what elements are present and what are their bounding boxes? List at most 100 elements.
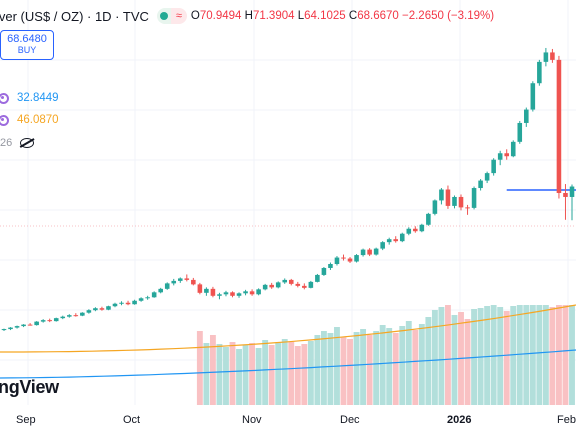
volume-bar — [542, 305, 549, 405]
candle — [256, 289, 261, 295]
volume-bar — [516, 305, 523, 405]
candle — [445, 189, 451, 206]
candle — [458, 196, 464, 208]
volume-bar — [549, 307, 556, 405]
approx-icon: ≈ — [170, 8, 187, 24]
tradingview-logo[interactable]: ngView — [0, 377, 59, 397]
volume-bar — [347, 339, 353, 405]
candle — [517, 122, 523, 142]
volume-bar — [562, 305, 569, 405]
candle — [465, 207, 470, 209]
candle — [399, 233, 405, 242]
candle — [119, 302, 124, 304]
candle — [524, 109, 529, 123]
candle — [99, 308, 105, 310]
candle — [145, 297, 150, 299]
candle — [569, 186, 575, 197]
volume-bar — [386, 328, 393, 405]
candle — [217, 294, 222, 296]
candle — [452, 196, 457, 206]
candle — [367, 249, 372, 255]
candle — [204, 288, 209, 293]
volume-bar — [510, 306, 517, 405]
x-axis-label: Oct — [123, 414, 141, 426]
volume-bar — [392, 333, 399, 405]
x-axis-label: 2026 — [447, 414, 472, 426]
volume-bar — [373, 331, 380, 405]
buy-label: BUY — [17, 45, 37, 55]
candle — [125, 302, 131, 305]
ohlc-values: O70.9494 H71.3904 L64.1025 C68.6670 −2.2… — [190, 10, 495, 22]
volume-bar — [281, 339, 288, 405]
candle — [171, 280, 177, 284]
candle — [491, 159, 496, 174]
eye-hidden-icon[interactable] — [20, 138, 35, 148]
candle — [386, 239, 392, 243]
candle — [243, 291, 248, 294]
candle — [40, 320, 46, 322]
candle — [138, 298, 144, 301]
volume-bar — [464, 319, 471, 405]
candle — [295, 283, 301, 286]
candle — [288, 279, 294, 284]
candle — [47, 320, 52, 322]
volume-bar — [556, 305, 562, 405]
volume-bar — [209, 335, 216, 405]
moving-average-fast — [0, 304, 576, 353]
status-pill[interactable]: ≈ — [156, 8, 187, 24]
volume-bar — [418, 324, 425, 405]
candle — [86, 310, 92, 313]
candle — [484, 173, 490, 181]
candle — [191, 279, 196, 285]
indicator-settings-icon[interactable] — [0, 92, 9, 104]
candle — [537, 61, 542, 84]
volume-bar — [229, 342, 236, 405]
candle — [497, 153, 503, 160]
volume-bar — [405, 321, 412, 405]
candle — [27, 324, 33, 326]
symbol-title[interactable]: lver (US$ / OZ) · 1D · TVC — [0, 8, 149, 24]
candle — [471, 188, 477, 208]
volume-bar — [294, 346, 301, 405]
volume-bar — [379, 325, 386, 405]
candle — [223, 292, 229, 295]
volume-bar — [268, 345, 275, 405]
volume-bar — [249, 343, 256, 405]
volume-bar — [340, 337, 347, 405]
volume-bar — [490, 305, 497, 405]
candle — [393, 239, 399, 242]
candle — [210, 288, 216, 296]
candle — [373, 248, 379, 255]
indicator-2[interactable]: 46.0870 — [0, 114, 59, 126]
indicator-2-value: 46.0870 — [17, 114, 59, 126]
volume-bar — [320, 331, 327, 405]
buy-price: 68.6480 — [7, 33, 47, 45]
x-axis-label: Feb — [557, 414, 576, 426]
volume-bar — [438, 307, 445, 405]
candle — [334, 257, 340, 265]
candle — [106, 306, 111, 310]
candle — [80, 312, 85, 316]
volume-profile — [196, 305, 575, 405]
candle — [380, 242, 385, 249]
candle — [73, 315, 79, 317]
candle — [249, 291, 255, 295]
volume-indicator[interactable]: 26 — [0, 137, 35, 149]
candle — [478, 180, 483, 189]
candle — [164, 283, 170, 289]
volume-bar — [307, 341, 314, 405]
volume-bar — [255, 348, 262, 405]
volume-bar — [536, 305, 543, 405]
buy-button[interactable]: 68.6480 BUY — [0, 30, 54, 60]
indicator-settings-icon[interactable] — [0, 114, 9, 126]
chart-legend-header: lver (US$ / OZ) · 1D · TVC ≈ O70.9494 H7… — [0, 6, 494, 26]
volume-bar — [484, 306, 491, 405]
candle — [550, 52, 555, 60]
volume-bar — [399, 326, 406, 405]
candle — [262, 284, 268, 290]
candle — [269, 284, 274, 288]
indicator-1[interactable]: 32.8449 — [0, 92, 59, 104]
candle — [275, 282, 281, 288]
